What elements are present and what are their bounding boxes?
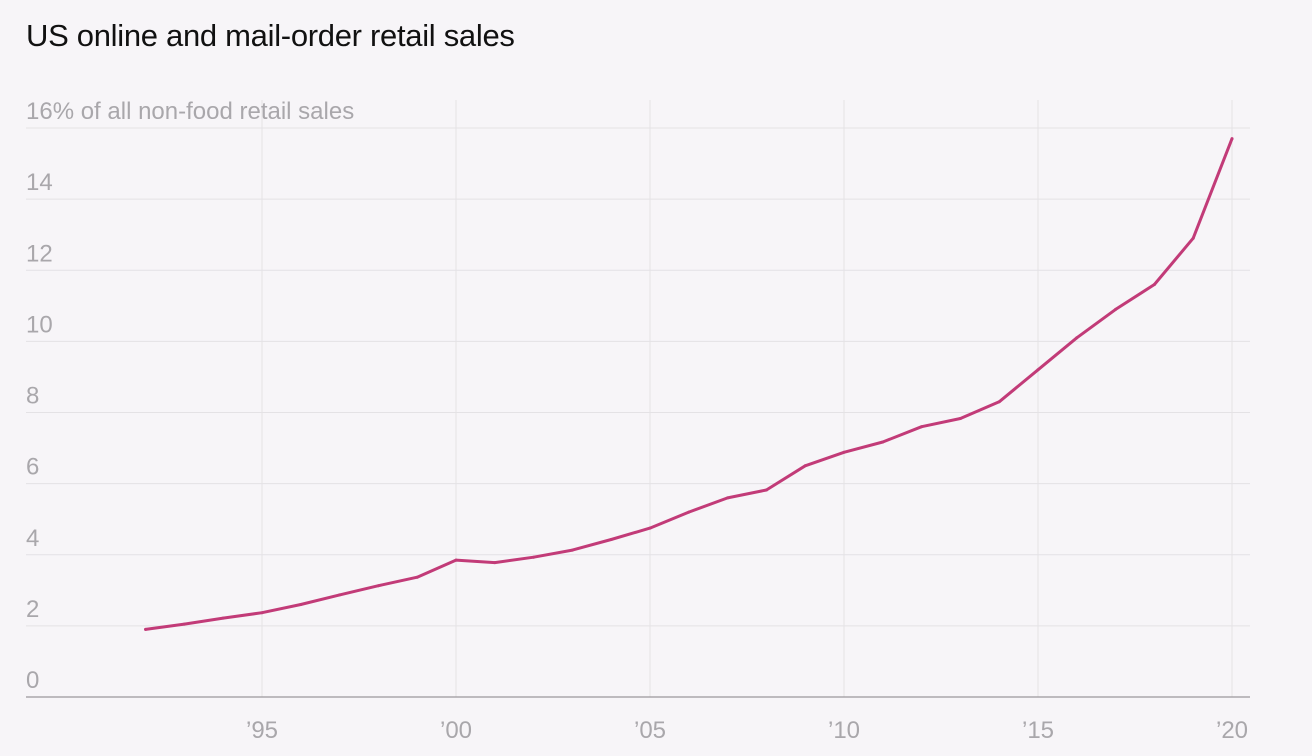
y-tick-label-0: 0 (26, 667, 39, 694)
x-tick-label-2020: ’20 (1216, 717, 1248, 744)
data-point-1997 (338, 593, 342, 597)
y-tick-label-2: 2 (26, 596, 39, 623)
data-point-2006 (687, 510, 691, 514)
y-axis-tick-labels: 0 2 4 6 8 10 12 14 16% of all non-food retail sa… (26, 98, 354, 694)
data-point-2000 (454, 558, 458, 562)
data-point-1996 (299, 603, 303, 606)
data-point-1998 (376, 584, 380, 588)
y-tick-label-16: 16% of all non-food retail sales (26, 98, 354, 125)
data-point-2016 (1075, 336, 1079, 340)
chart-title: US online and mail-order retail sales (26, 18, 515, 53)
data-point-2020 (1230, 137, 1234, 141)
data-point-1994 (221, 616, 225, 620)
x-axis-tick-labels: ’95 ’00 ’05 ’10 ’15 ’20 (246, 717, 1248, 744)
data-point-2018 (1152, 283, 1156, 286)
y-tick-label-8: 8 (26, 383, 39, 410)
data-point-2005 (648, 526, 652, 530)
data-point-2019 (1191, 236, 1195, 240)
data-point-2017 (1114, 307, 1118, 311)
data-point-2011 (881, 440, 885, 444)
data-point-2012 (920, 425, 924, 429)
data-point-2015 (1036, 368, 1040, 372)
data-point-2002 (532, 555, 536, 559)
x-tick-label-2000: ’00 (440, 717, 472, 744)
data-point-2010 (842, 450, 846, 454)
data-point-2008 (764, 488, 768, 492)
y-tick-label-6: 6 (26, 454, 39, 481)
y-tick-label-4: 4 (26, 525, 39, 552)
y-tick-label-14: 14 (26, 169, 53, 196)
data-point-1992 (144, 627, 148, 631)
y-tick-label-10: 10 (26, 311, 53, 338)
data-point-1993 (182, 622, 186, 626)
data-point-1995 (260, 611, 264, 615)
x-tick-label-2010: ’10 (828, 717, 860, 744)
horizontal-gridlines (26, 127, 1250, 627)
data-point-2004 (609, 538, 613, 541)
x-tick-label-1995: ’95 (246, 717, 278, 744)
data-point-1999 (415, 575, 419, 579)
vertical-gridlines (261, 100, 1233, 697)
data-point-2014 (997, 400, 1001, 404)
x-tick-label-2005: ’05 (634, 717, 666, 744)
data-point-2003 (570, 548, 574, 552)
series-line-0 (144, 137, 1234, 631)
series-layer (144, 137, 1234, 631)
data-point-2007 (726, 496, 730, 500)
data-point-2001 (493, 561, 497, 565)
data-point-2009 (803, 464, 807, 468)
data-point-2013 (958, 417, 962, 420)
y-tick-label-12: 12 (26, 240, 53, 267)
x-tick-label-2015: ’15 (1022, 717, 1054, 744)
